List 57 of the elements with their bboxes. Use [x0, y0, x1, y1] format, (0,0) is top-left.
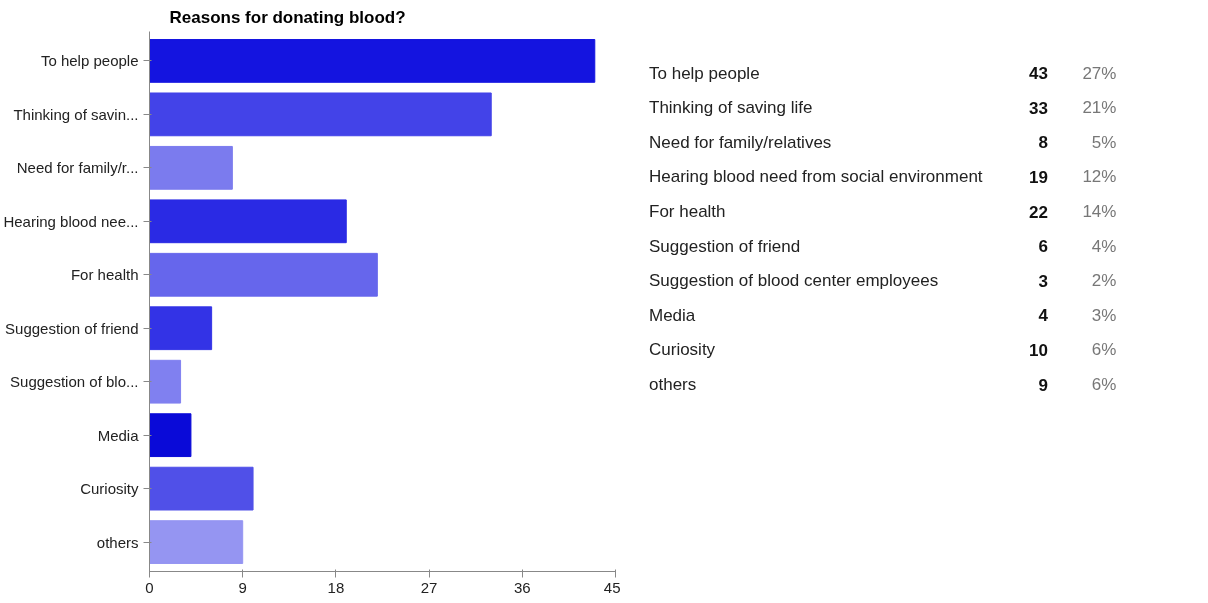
text: 6%	[1091, 340, 1117, 360]
y-tick-label: Thinking of savin...	[13, 105, 139, 123]
category-label: Suggestion of blood center employees	[649, 271, 939, 291]
text: 4%	[1091, 236, 1117, 256]
category-label: For health	[649, 202, 726, 221]
y-tick-label: Hearing blood nee...	[3, 212, 139, 230]
y-tick-label: Need for family/r...	[16, 159, 139, 177]
x-tick-label: 27	[420, 578, 438, 596]
data-label: 8	[1038, 133, 1049, 153]
x-tick-label: 0	[145, 578, 154, 596]
y-tick-label: Suggestion of friend	[5, 319, 139, 337]
text: 6%	[1091, 375, 1117, 395]
bar	[149, 466, 254, 511]
y-tick-label: others	[96, 533, 139, 551]
category-label: Curiosity	[649, 340, 716, 360]
category-label: Need for family/relatives	[649, 132, 832, 152]
bar	[149, 359, 182, 404]
text: 2%	[1091, 271, 1117, 291]
data-label: 9	[1038, 375, 1049, 395]
category-label: others	[649, 375, 697, 395]
data-label: 43	[1029, 64, 1049, 84]
x-tick-label: 36	[513, 578, 531, 596]
x-tick-label: 9	[238, 578, 247, 596]
data-label: 3	[1038, 271, 1049, 291]
data-label: 6	[1038, 237, 1049, 257]
bar	[149, 252, 378, 297]
bar	[149, 39, 596, 83]
bar	[149, 413, 192, 458]
text: 27%	[1082, 63, 1117, 83]
category-label: Media	[649, 305, 696, 325]
text: 21%	[1082, 98, 1117, 118]
y-tick-label: Media	[97, 426, 140, 444]
category-label: Suggestion of friend	[649, 236, 801, 256]
x-tick-label: 45	[603, 578, 621, 596]
bar	[149, 520, 244, 564]
y-tick-label: Suggestion of blo...	[10, 373, 139, 391]
text: 3%	[1091, 305, 1117, 325]
chart-title: Reasons for donating blood?	[169, 7, 406, 27]
bar	[149, 199, 347, 244]
data-label: 19	[1029, 167, 1049, 187]
text: 5%	[1091, 132, 1117, 152]
category-label: Hearing blood need from social environment	[649, 167, 983, 187]
x-tick-label: 18	[327, 578, 345, 596]
bar	[149, 306, 213, 351]
y-tick-label: Curiosity	[80, 480, 139, 498]
text: 14%	[1082, 202, 1117, 221]
category-label: To help people	[649, 63, 760, 83]
bar	[149, 145, 233, 190]
data-label: 22	[1029, 202, 1049, 222]
text: 12%	[1082, 167, 1117, 187]
y-tick-label: For health	[70, 266, 139, 284]
data-label: 33	[1029, 98, 1049, 118]
data-label: 10	[1029, 340, 1049, 360]
data-label: 4	[1038, 306, 1049, 326]
y-tick-label: To help people	[40, 52, 139, 70]
bar	[149, 92, 492, 137]
category-label: Thinking of saving life	[649, 98, 813, 118]
